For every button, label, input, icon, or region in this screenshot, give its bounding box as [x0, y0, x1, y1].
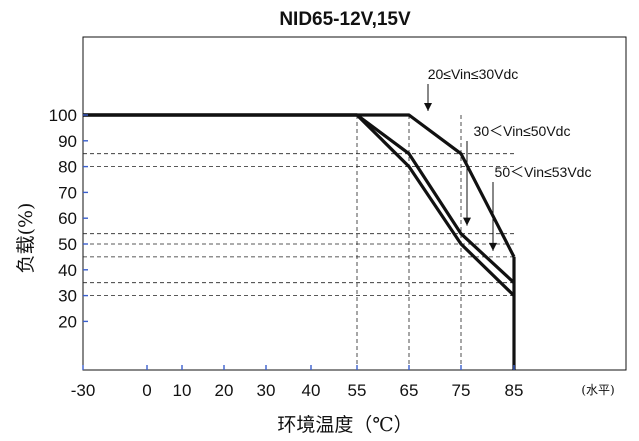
chart-title: NID65-12V,15V [279, 9, 411, 30]
y-axis-label: 负载(%) [15, 203, 37, 274]
y-tick-label: 70 [58, 183, 77, 202]
x-tick-label: -30 [71, 381, 96, 400]
y-tick-label: 100 [49, 106, 77, 125]
y-tick-label: 30 [58, 287, 77, 306]
x-tick-label: 40 [302, 381, 321, 400]
x-tick-label: 65 [400, 381, 419, 400]
series-annotation: 20≤Vin≤30Vdc [428, 66, 519, 82]
series-annotation: 50＜Vin≤53Vdc [495, 164, 592, 180]
series-line [83, 113, 516, 258]
y-tick-label: 50 [58, 235, 77, 254]
x-tick-label: 0 [142, 381, 151, 400]
y-tick-label: 80 [58, 158, 77, 177]
y-tick-label: 20 [58, 312, 77, 331]
series-line [83, 113, 516, 297]
annotation-arrow-head [463, 217, 471, 226]
plot-frame [82, 36, 627, 371]
x-ticks: -30 0 10 20 30 40 55 65 75 85 [71, 365, 524, 400]
y-tick-label: 60 [58, 209, 77, 228]
annotation-arrow-head [489, 242, 497, 251]
series-line [83, 113, 516, 284]
series-annotation: 30＜Vin≤50Vdc [474, 123, 571, 139]
x-tick-label: 20 [215, 381, 234, 400]
x-axis-label: 环境温度（℃） [277, 414, 412, 436]
annotations: 20≤Vin≤30Vdc 30＜Vin≤50Vdc 50＜Vin≤53Vdc [424, 66, 591, 251]
reference-lines [83, 115, 514, 370]
y-tick-label: 40 [58, 261, 77, 280]
x-tick-label: 75 [452, 381, 471, 400]
x-axis-unit-suffix: (水平) [581, 383, 614, 397]
y-ticks: 20 30 40 50 60 70 80 90 100 [49, 106, 88, 331]
x-tick-label: 85 [505, 381, 524, 400]
x-tick-label: 10 [173, 381, 192, 400]
x-tick-label: 55 [348, 381, 367, 400]
x-tick-label: 30 [257, 381, 276, 400]
annotation-arrow-head [424, 103, 432, 111]
y-tick-label: 90 [58, 132, 77, 151]
series-lines [83, 113, 516, 370]
